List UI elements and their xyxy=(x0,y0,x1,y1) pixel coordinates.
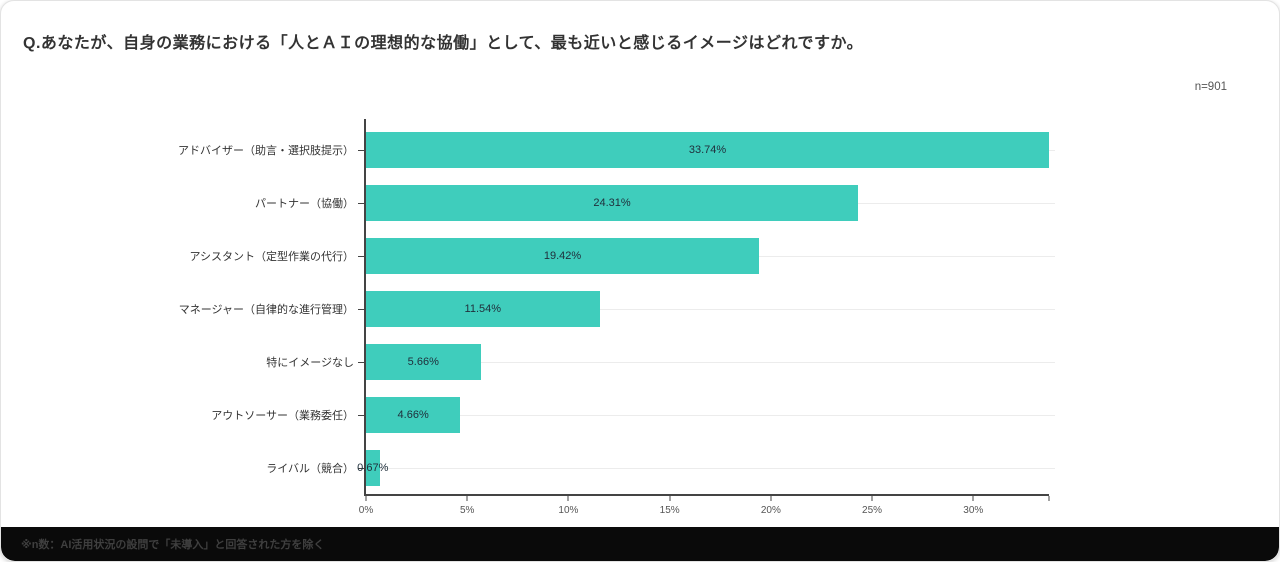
gridline xyxy=(366,362,1055,363)
value-label: 11.54% xyxy=(464,303,502,315)
category-label: アドバイザー（助言・選択肢提示） xyxy=(178,145,354,157)
gridline xyxy=(366,468,1055,469)
x-axis-tick xyxy=(365,496,367,501)
y-axis-tick xyxy=(358,309,364,310)
bar-row: アウトソーサー（業務委任） 4.66% xyxy=(211,397,1055,433)
category-label: アシスタント（定型作業の代行） xyxy=(189,251,354,263)
footnote: ※n数：AI活用状況の設問で「未導入」と回答された方を除く xyxy=(21,539,325,551)
bar-row: アシスタント（定型作業の代行） 19.42% xyxy=(189,238,1055,274)
bar-chart-plot-area: アドバイザー（助言・選択肢提示） 33.74% パートナー（協働） 24.31% アシス… xyxy=(178,119,1055,516)
bar-row: ライバル（競合） 0.67% xyxy=(266,450,1055,486)
x-tick-label: 0% xyxy=(358,505,374,516)
value-label: 0.67% xyxy=(357,462,389,474)
x-axis-tick xyxy=(770,496,772,501)
bar-row: マネージャー（自律的な進行管理） 11.54% xyxy=(179,291,1055,327)
value-label: 5.66% xyxy=(407,356,439,368)
category-label: マネージャー（自律的な進行管理） xyxy=(178,304,354,316)
y-axis-tick xyxy=(358,362,364,363)
x-tick-label: 25% xyxy=(862,505,883,516)
x-axis-tick xyxy=(972,496,974,501)
x-axis-tick xyxy=(871,496,873,501)
bar xyxy=(366,450,380,486)
bar-row: アドバイザー（助言・選択肢提示） 33.74% xyxy=(178,132,1055,168)
y-axis-tick xyxy=(358,468,364,469)
x-tick-label: 30% xyxy=(963,505,984,516)
bar xyxy=(366,397,461,433)
bar xyxy=(366,291,600,327)
bar-row: パートナー（協働） 24.31% xyxy=(255,185,1055,221)
x-axis-tick xyxy=(567,496,569,501)
x-tick-label: 20% xyxy=(760,505,781,516)
value-label: 4.66% xyxy=(397,409,429,421)
y-axis-tick xyxy=(358,203,364,204)
x-tick-label: 15% xyxy=(659,505,680,516)
category-label: アウトソーサー（業務委任） xyxy=(211,410,354,422)
x-axis-end-tick xyxy=(1048,496,1050,501)
y-axis-tick xyxy=(358,256,364,257)
page-title: Q.あなたが、自身の業務における「人とＡＩの理想的な協働」として、最も近いと感じ… xyxy=(23,35,864,52)
value-label: 33.74% xyxy=(688,144,727,156)
value-label: 24.31% xyxy=(593,197,631,209)
sample-size-note: n=901 xyxy=(1194,81,1227,93)
bar xyxy=(366,344,481,380)
bar-row: 特にイメージなし 5.66% xyxy=(266,344,1055,380)
footer-bar: ※n数：AI活用状況の設問で「未導入」と回答された方を除く xyxy=(1,527,1279,561)
gridline xyxy=(366,415,1055,416)
y-axis-tick xyxy=(358,415,364,416)
x-tick-label: 10% xyxy=(558,505,579,516)
x-axis xyxy=(364,494,1049,496)
y-axis-tick xyxy=(358,150,364,151)
bar xyxy=(366,238,760,274)
bar xyxy=(366,185,859,221)
bar xyxy=(366,132,1049,168)
category-label: 特にイメージなし xyxy=(266,357,354,369)
x-axis-tick xyxy=(466,496,468,501)
category-label: ライバル（競合） xyxy=(266,463,354,475)
y-axis xyxy=(364,119,366,494)
x-axis-tick xyxy=(669,496,671,501)
x-tick-label: 5% xyxy=(459,505,475,516)
value-label: 19.42% xyxy=(543,250,582,262)
category-label: パートナー（協働） xyxy=(255,198,354,210)
gridline xyxy=(366,309,1055,310)
